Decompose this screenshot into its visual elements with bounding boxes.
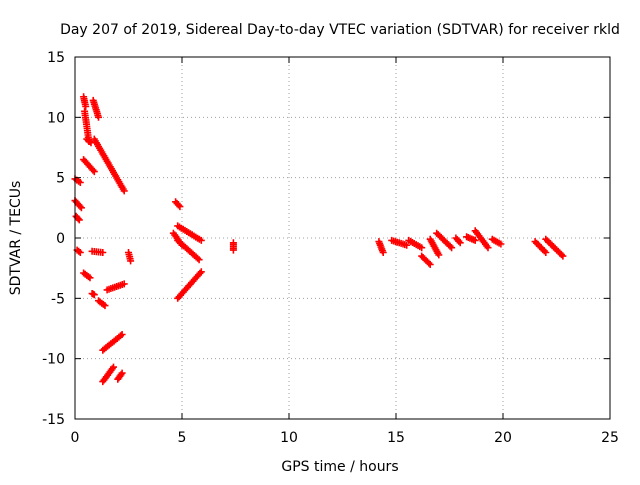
- data-point-cluster: [103, 280, 128, 294]
- data-point-cluster: [125, 249, 135, 265]
- data-point-cluster: [433, 229, 456, 252]
- data-point-cluster: [99, 363, 117, 386]
- data-point-cluster: [88, 247, 107, 256]
- data-point-cluster: [114, 369, 126, 383]
- data-point-cluster: [80, 156, 98, 176]
- x-tick-label: 10: [280, 430, 298, 446]
- y-tick-label: 5: [56, 171, 65, 187]
- data-point-cluster: [174, 268, 205, 302]
- y-tick-label: 15: [47, 50, 65, 66]
- data-point-cluster: [90, 135, 128, 195]
- data-point-cluster: [88, 290, 98, 299]
- y-tick-label: 0: [56, 231, 65, 247]
- data-point-cluster: [405, 236, 426, 252]
- data-point-cluster: [174, 222, 205, 244]
- data-point-cluster: [531, 238, 550, 256]
- x-tick-label: 20: [494, 430, 512, 446]
- data-point-cluster: [73, 246, 84, 256]
- data-point-cluster: [471, 227, 492, 252]
- data-point-cluster: [418, 252, 434, 268]
- x-tick-label: 0: [71, 430, 80, 446]
- data-point-cluster: [83, 135, 95, 147]
- data-point-cluster: [463, 233, 479, 244]
- data-point-cluster: [80, 269, 94, 282]
- data-point-cluster: [174, 236, 203, 264]
- data-point-cluster: [99, 331, 126, 354]
- data-point-cluster: [80, 93, 90, 110]
- data-point-cluster: [426, 235, 443, 259]
- data-point-cluster: [452, 234, 464, 247]
- data-point-cluster: [375, 238, 387, 256]
- data-point-cluster: [388, 236, 411, 249]
- data-point-cluster: [172, 198, 184, 211]
- data-point-cluster: [229, 239, 237, 254]
- data-points: [71, 93, 567, 386]
- y-tick-label: -10: [42, 352, 65, 368]
- data-point-cluster: [72, 212, 83, 224]
- chart-title: Day 207 of 2019, Sidereal Day-to-day VTE…: [60, 22, 620, 38]
- data-point-cluster: [542, 235, 567, 260]
- x-tick-label: 25: [601, 430, 619, 446]
- y-tick-label: -15: [42, 412, 65, 428]
- y-axis-label: SDTVAR / TECUs: [8, 181, 24, 296]
- data-point-cluster: [488, 235, 505, 248]
- data-point-cluster: [89, 96, 102, 121]
- x-tick-label: 15: [387, 430, 405, 446]
- x-tick-label: 5: [178, 430, 187, 446]
- axis-ticks: 0 5 10 15 20 25 -15 -10 -5 0 5 10 15: [42, 50, 619, 446]
- grid: [75, 57, 610, 419]
- data-point-cluster: [95, 297, 109, 310]
- y-tick-label: -5: [51, 291, 65, 307]
- x-axis-label: GPS time / hours: [281, 459, 398, 475]
- y-tick-label: 10: [47, 110, 65, 126]
